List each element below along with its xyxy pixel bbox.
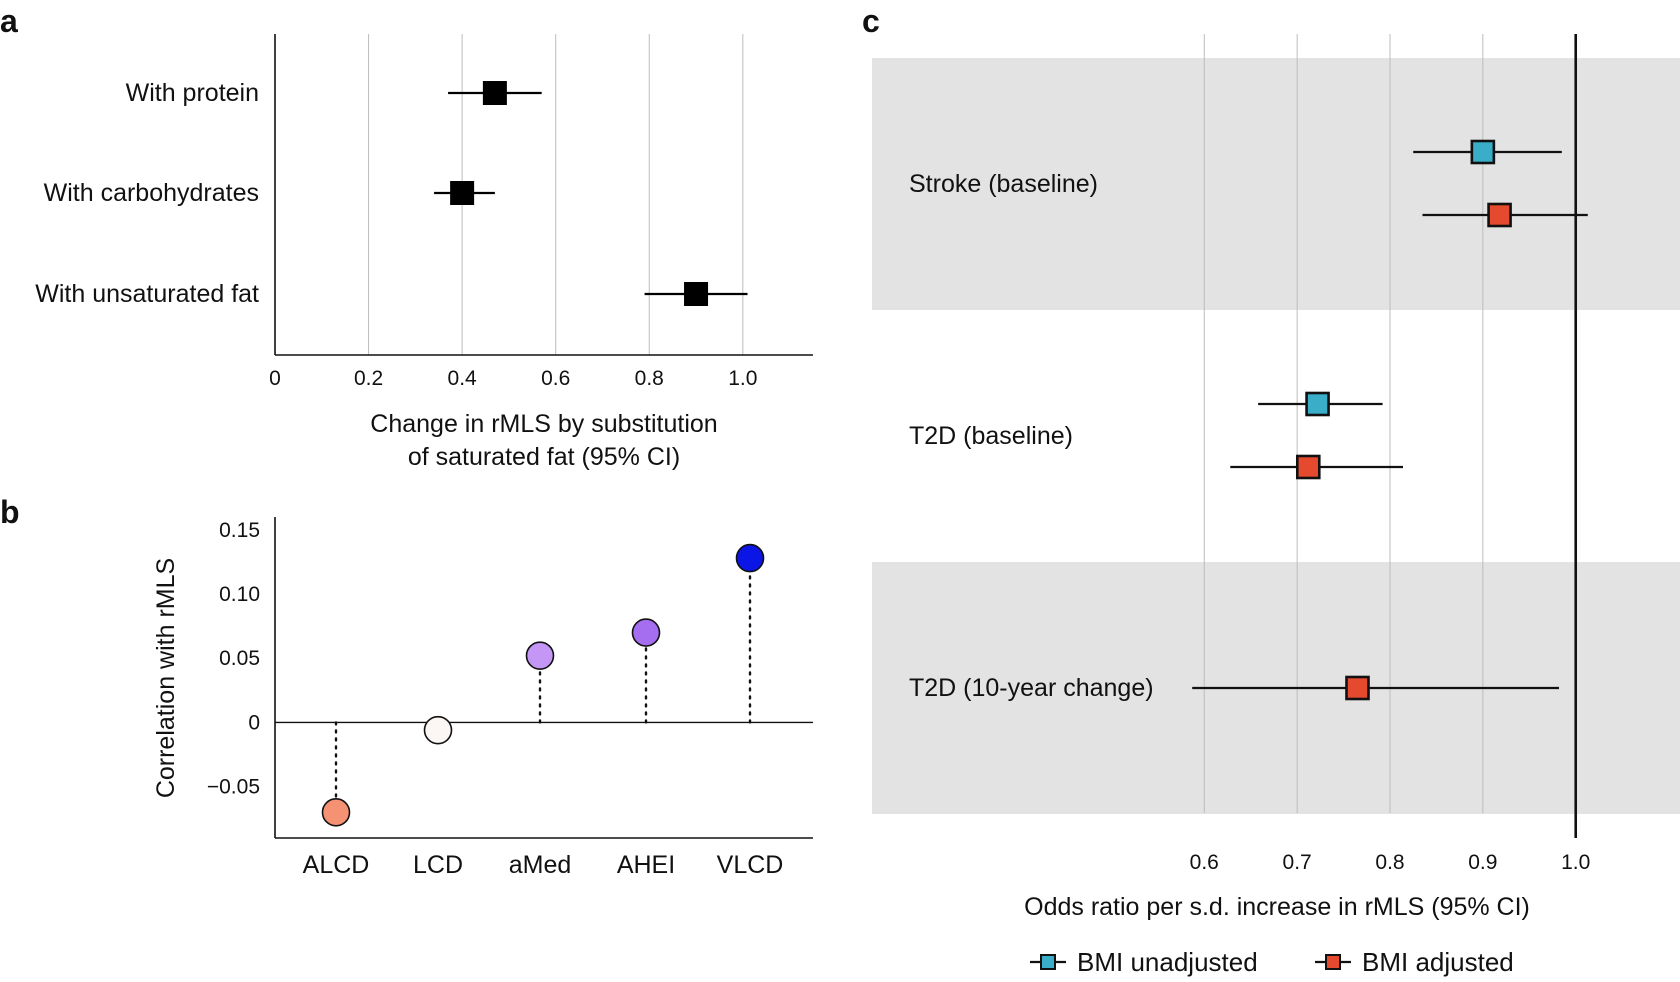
panel-b-point-vlcd: VLCD <box>717 543 784 879</box>
panel-a-x-tick-label: 0.6 <box>541 367 570 390</box>
panel-label-b: b <box>0 494 20 530</box>
legend-label: BMI unadjusted <box>1077 947 1258 977</box>
panel-c-rows: Stroke (baseline) T2D (baseline) T2D (10-y… <box>909 139 1588 702</box>
panel-c-estimate-marker-bmi-adjusted <box>1295 454 1321 480</box>
panel-c-estimate-marker-bmi-unadjusted <box>1305 391 1330 417</box>
panel-a-x-tick-label: 0 <box>269 367 281 390</box>
panel-b-point-ahei: AHEI <box>617 618 675 879</box>
panel-c-x-tick-label: 0.6 <box>1190 851 1219 874</box>
panel-c-group-t2d-baseline: T2D (baseline) <box>909 391 1403 480</box>
panel-a-row-with-protein: With protein <box>126 79 542 107</box>
panel-c-band-stroke-baseline <box>872 58 1680 310</box>
legend-item-bmi-unadjusted: BMI unadjusted <box>1030 947 1258 977</box>
panel-c-forest-plot: 0.6 0.7 0.8 0.9 1.0 Stroke (baseline) T2D (ba… <box>872 34 1680 977</box>
panel-c-estimate-marker-bmi-unadjusted <box>1470 139 1496 165</box>
panel-a-row-label: With carbohydrates <box>44 179 259 207</box>
panel-c-x-tick-label: 0.9 <box>1468 851 1497 874</box>
panel-a-x-axis-title-line2: of saturated fat (95% CI) <box>408 443 680 471</box>
panel-c-group-label: Stroke (baseline) <box>909 170 1098 198</box>
panel-c-x-tick-label: 0.7 <box>1283 851 1312 874</box>
panel-a-row-label: With protein <box>126 79 259 107</box>
panel-b-marker <box>631 618 661 647</box>
panel-a-estimate-marker <box>450 181 475 205</box>
panel-b-y-tick-label: −0.05 <box>207 776 260 799</box>
panel-a-x-tick-label: 1.0 <box>728 367 757 390</box>
panel-c-estimate-marker-bmi-adjusted <box>1345 675 1370 701</box>
panel-a-estimate-marker <box>684 282 709 306</box>
panel-b-point-amed: aMed <box>509 641 572 879</box>
panel-a-x-tick-label: 0.4 <box>448 367 478 390</box>
panel-a-row-with-carbohydrates: With carbohydrates <box>44 179 495 207</box>
panel-a-row-label: With unsaturated fat <box>35 280 259 308</box>
panel-label-c: c <box>862 3 880 39</box>
panel-b-y-tick-label: 0.05 <box>219 647 260 670</box>
panel-b-point-alcd: ALCD <box>303 721 370 879</box>
panel-a-gridlines <box>368 34 744 355</box>
panel-a-x-tick-label: 0.8 <box>635 367 664 390</box>
panel-b-y-tick-label: 0 <box>248 711 260 734</box>
panel-a-row-with-unsaturated-fat: With unsaturated fat <box>35 280 748 308</box>
panel-c-group-t2d-10-year-change: T2D (10-year change) <box>909 674 1559 702</box>
panel-b-category-label: LCD <box>413 851 463 879</box>
panel-b-marker <box>735 543 765 573</box>
panel-a-estimate-marker <box>482 81 507 105</box>
panel-b-marker <box>525 641 555 670</box>
panel-b-category-label: aMed <box>509 851 572 879</box>
panel-b-lollipop-plot: −0.05 0 0.05 0.10 0.15 ALCD LCD aMed AHEI VLCD C… <box>152 517 813 879</box>
panel-b-y-axis-title: Correlation with rMLS <box>152 558 180 798</box>
legend-item-bmi-adjusted: BMI adjusted <box>1315 947 1514 977</box>
panel-b-points: ALCD LCD aMed AHEI VLCD <box>303 543 784 879</box>
panel-c-group-label: T2D (baseline) <box>909 422 1073 450</box>
panel-c-group-stroke-baseline: Stroke (baseline) <box>909 139 1588 228</box>
panel-b-marker <box>321 798 351 827</box>
panel-label-a: a <box>0 3 18 39</box>
panel-a-forest-plot: 0 0.2 0.4 0.6 0.8 1.0 With protein With carboh… <box>35 34 813 471</box>
panel-b-y-tick-label: 0.15 <box>219 519 260 542</box>
panel-a-rows: With protein With carbohydrates With unsat… <box>35 79 748 308</box>
panel-b-y-tick-label: 0.10 <box>219 583 260 606</box>
panel-b-category-label: AHEI <box>617 851 675 879</box>
panel-b-category-label: VLCD <box>717 851 784 879</box>
panel-c-x-tick-label: 1.0 <box>1561 851 1590 874</box>
panel-b-y-ticks: −0.05 0 0.05 0.10 0.15 <box>207 519 813 799</box>
panel-b-category-label: ALCD <box>303 851 370 879</box>
legend-swatch <box>1040 954 1056 970</box>
panel-b-marker <box>423 715 453 745</box>
panel-a-x-ticks: 0 0.2 0.4 0.6 0.8 1.0 <box>269 367 757 390</box>
panel-c-estimate-marker-bmi-adjusted <box>1487 202 1512 228</box>
legend-swatch <box>1325 954 1341 970</box>
panel-c-legend: BMI unadjusted BMI adjusted <box>1030 947 1514 977</box>
panel-a-x-tick-label: 0.2 <box>354 367 383 390</box>
panel-c-x-axis-title: Odds ratio per s.d. increase in rMLS (95… <box>1024 893 1530 921</box>
legend-label: BMI adjusted <box>1362 947 1514 977</box>
panel-a-x-axis-title-line1: Change in rMLS by substitution <box>370 410 717 438</box>
panel-c-x-tick-label: 0.8 <box>1375 851 1404 874</box>
panel-c-x-ticks: 0.6 0.7 0.8 0.9 1.0 <box>1190 851 1591 874</box>
panel-b-point-lcd: LCD <box>413 715 463 879</box>
panel-c-group-label: T2D (10-year change) <box>909 674 1154 702</box>
